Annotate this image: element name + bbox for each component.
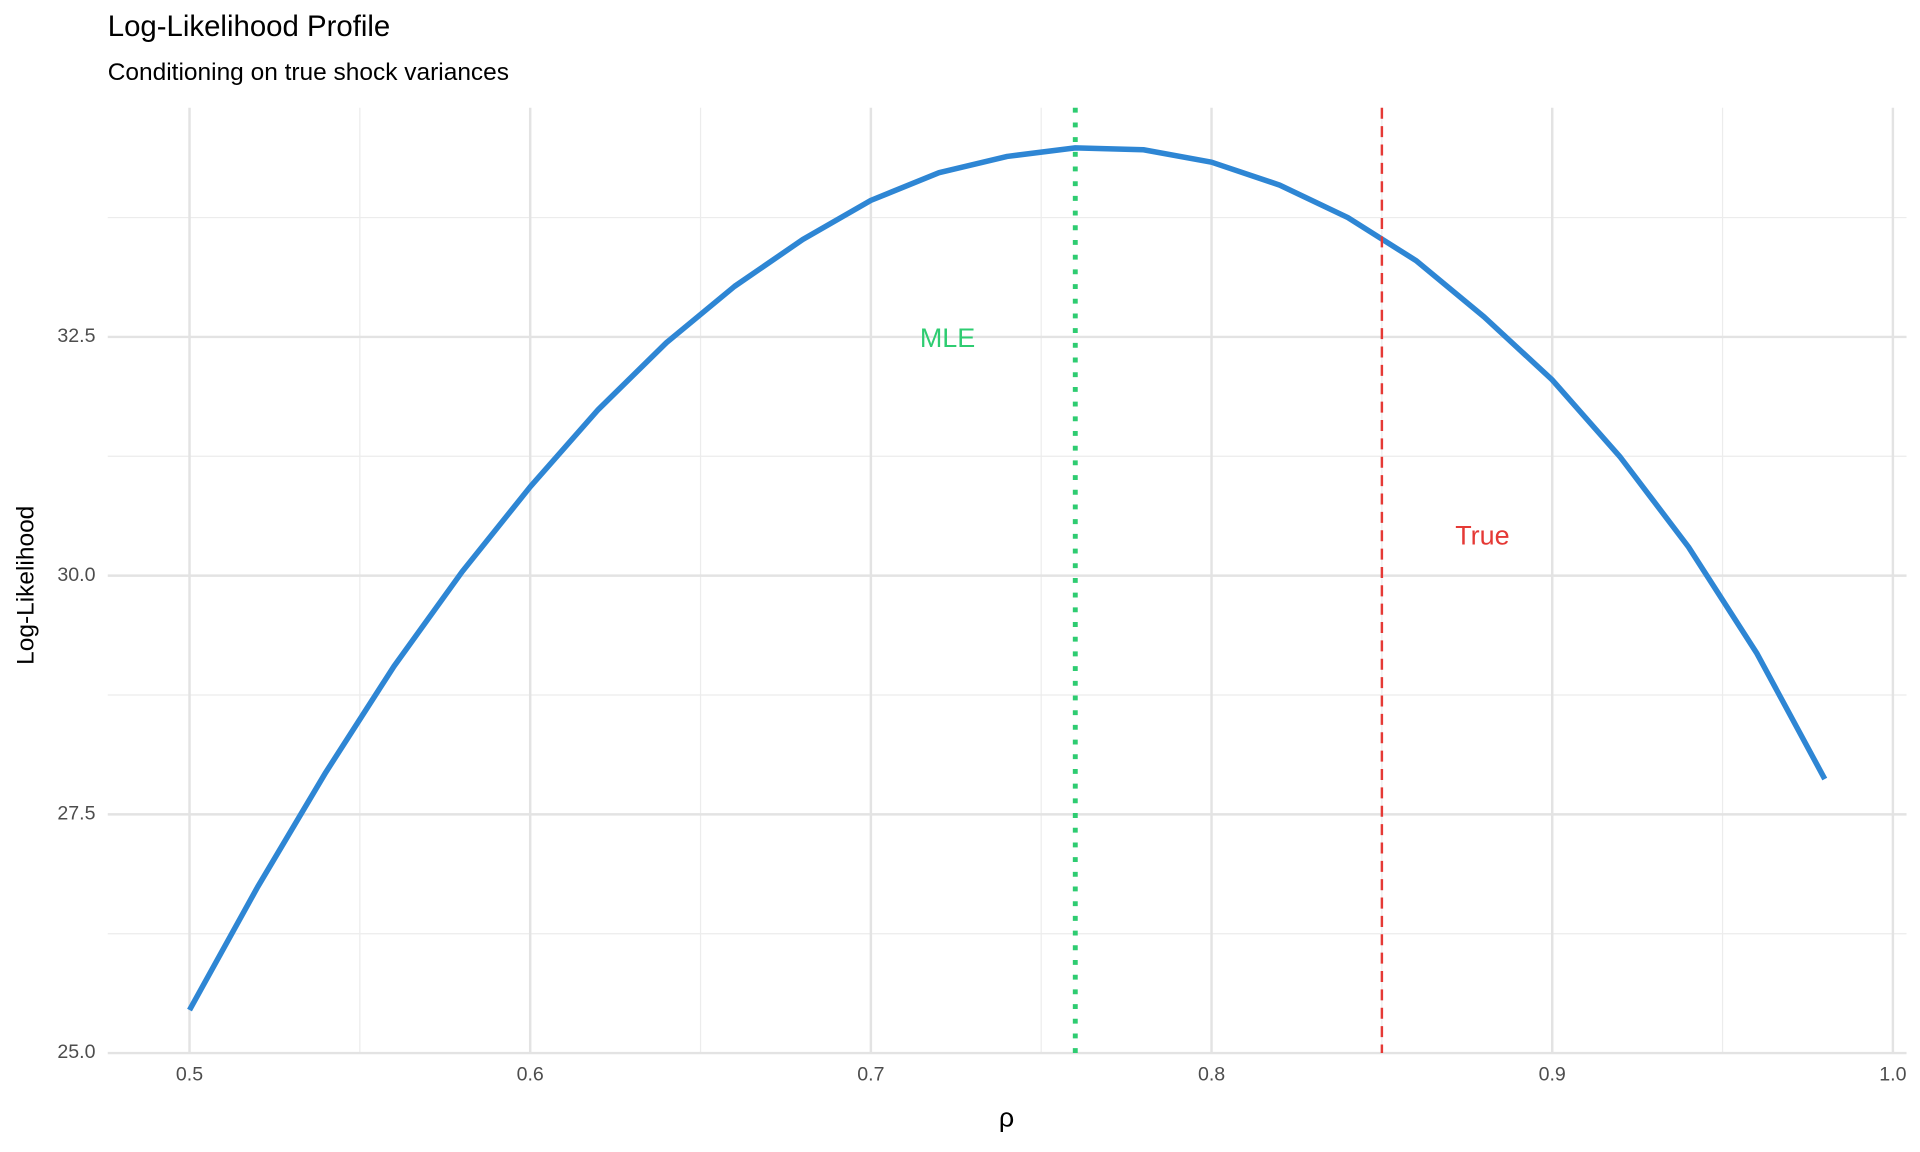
x-tick-label: 0.5 <box>176 1063 203 1085</box>
x-axis-title: ρ <box>999 1102 1014 1132</box>
data-line <box>187 145 1828 1012</box>
reference-label: MLE <box>920 323 975 353</box>
chart-subtitle: Conditioning on true shock variances <box>108 59 509 86</box>
y-tick-label: 25.0 <box>57 1041 95 1063</box>
y-tick-label: 30.0 <box>57 564 95 586</box>
x-tick-label: 1.0 <box>1879 1063 1906 1085</box>
x-tick-label: 0.7 <box>857 1063 884 1085</box>
y-tick-label: 27.5 <box>57 803 95 825</box>
y-axis-title: Log-Likelihood <box>12 506 39 665</box>
chart-title: Log-Likelihood Profile <box>108 10 391 43</box>
y-tick-label: 32.5 <box>57 325 95 347</box>
x-tick-label: 0.6 <box>517 1063 544 1085</box>
reference-label: True <box>1455 521 1509 551</box>
x-tick-label: 0.8 <box>1198 1063 1225 1085</box>
x-tick-label: 0.9 <box>1539 1063 1566 1085</box>
